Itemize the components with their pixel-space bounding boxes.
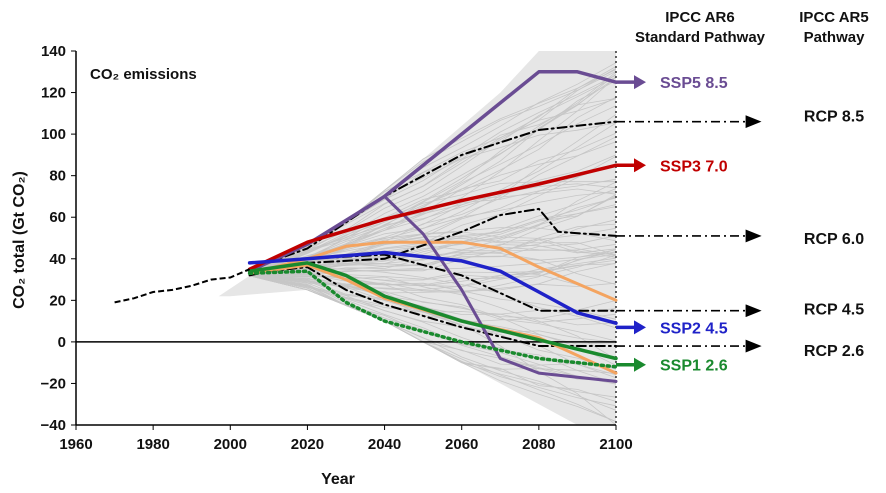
series-rcp-4-5 [248,253,617,312]
x-tick-label: 2100 [599,436,632,453]
ar6-header-line2: Standard Pathway [635,29,766,46]
series-extra [248,263,618,375]
y-tick-label: 100 [41,126,66,143]
ensemble-line [249,275,617,315]
x-tick-label: 1980 [136,436,169,453]
ensemble-line [249,251,617,294]
ensemble-line [249,183,617,277]
series-rcp-8-5 [248,120,617,271]
labels: SSP5 8.5 SSP3 7.0 SSP2 4.5 SSP1 2.6 RCP 8.5 R… [616,75,864,375]
ensemble-line [249,197,617,277]
ssp-label: SSP3 7.0 [660,158,728,175]
series-lines [114,70,618,383]
ensemble-line [249,249,617,287]
rcp-label: RCP 2.6 [804,343,864,360]
y-tick-label: 60 [49,209,66,226]
ensemble-line [249,235,617,277]
ssp-label: SSP1 2.6 [660,358,728,375]
rcp-label: RCP 6.0 [804,231,864,248]
scenario-ensemble [218,51,617,426]
y-tick-label: 20 [49,292,66,309]
ssp-arrow-head [634,357,646,372]
ensemble-line [249,178,617,277]
ensemble-line [249,272,617,360]
y-tick-label: 80 [49,168,66,185]
x-tick-label: 2040 [368,436,401,453]
y-tick-label: −20 [41,375,66,392]
ssp-arrow-head [634,75,646,90]
y-tick-label: 140 [41,43,66,60]
ar5-header-line1: IPCC AR5 [799,9,868,26]
ensemble-line [249,188,617,277]
series-ssp1-2-6 [247,261,618,361]
x-axis-label: Year [321,471,355,488]
ensemble-line [249,275,617,343]
y-tick-label: 40 [49,251,66,268]
ssp-label: SSP5 8.5 [660,75,728,92]
x-tick-label: 2000 [214,436,247,453]
x-tick-label: 1960 [59,436,92,453]
x-tick-label: 2060 [445,436,478,453]
ssp-label: SSP2 4.5 [660,320,728,337]
ensemble-line [249,275,617,323]
ensemble-line [249,68,617,277]
ensemble-line [249,181,616,277]
ensemble-line [249,132,617,277]
series-rcp-2-6 [248,266,617,347]
rcp-label: RCP 8.5 [804,108,864,125]
series-ssp3-7-0 [247,163,618,271]
ensemble-line [249,275,617,370]
historical-emissions [114,268,250,304]
series-ssp2-4-5 [247,250,618,325]
ensemble-line [249,275,617,411]
ensemble-line [249,96,617,277]
ensemble-line [249,114,617,277]
y-tick-label: 0 [58,334,66,351]
ensemble-line [249,275,617,398]
y-axis-label: CO₂ total (Gt CO₂) [11,171,28,309]
series-rcp-6-0 [248,207,617,277]
ar6-header-line1: IPCC AR6 [665,9,734,26]
ensemble-line [249,275,617,374]
x-tick-label: 2020 [291,436,324,453]
x-tick-label: 2080 [522,436,555,453]
y-tick-label: 120 [41,85,66,102]
ensemble-line [249,196,617,277]
ar5-header-line2: Pathway [804,29,866,46]
series-extra-dotted [247,269,618,369]
ensemble-line [249,141,617,277]
rcp-label: RCP 4.5 [804,302,864,319]
series-ssp5-8-5 [247,70,618,273]
y-tick-label: −40 [41,417,66,434]
ssp-arrow-head [634,158,646,173]
ssp-arrow-head [634,320,646,335]
chart-title: CO₂ emissions [90,66,197,83]
